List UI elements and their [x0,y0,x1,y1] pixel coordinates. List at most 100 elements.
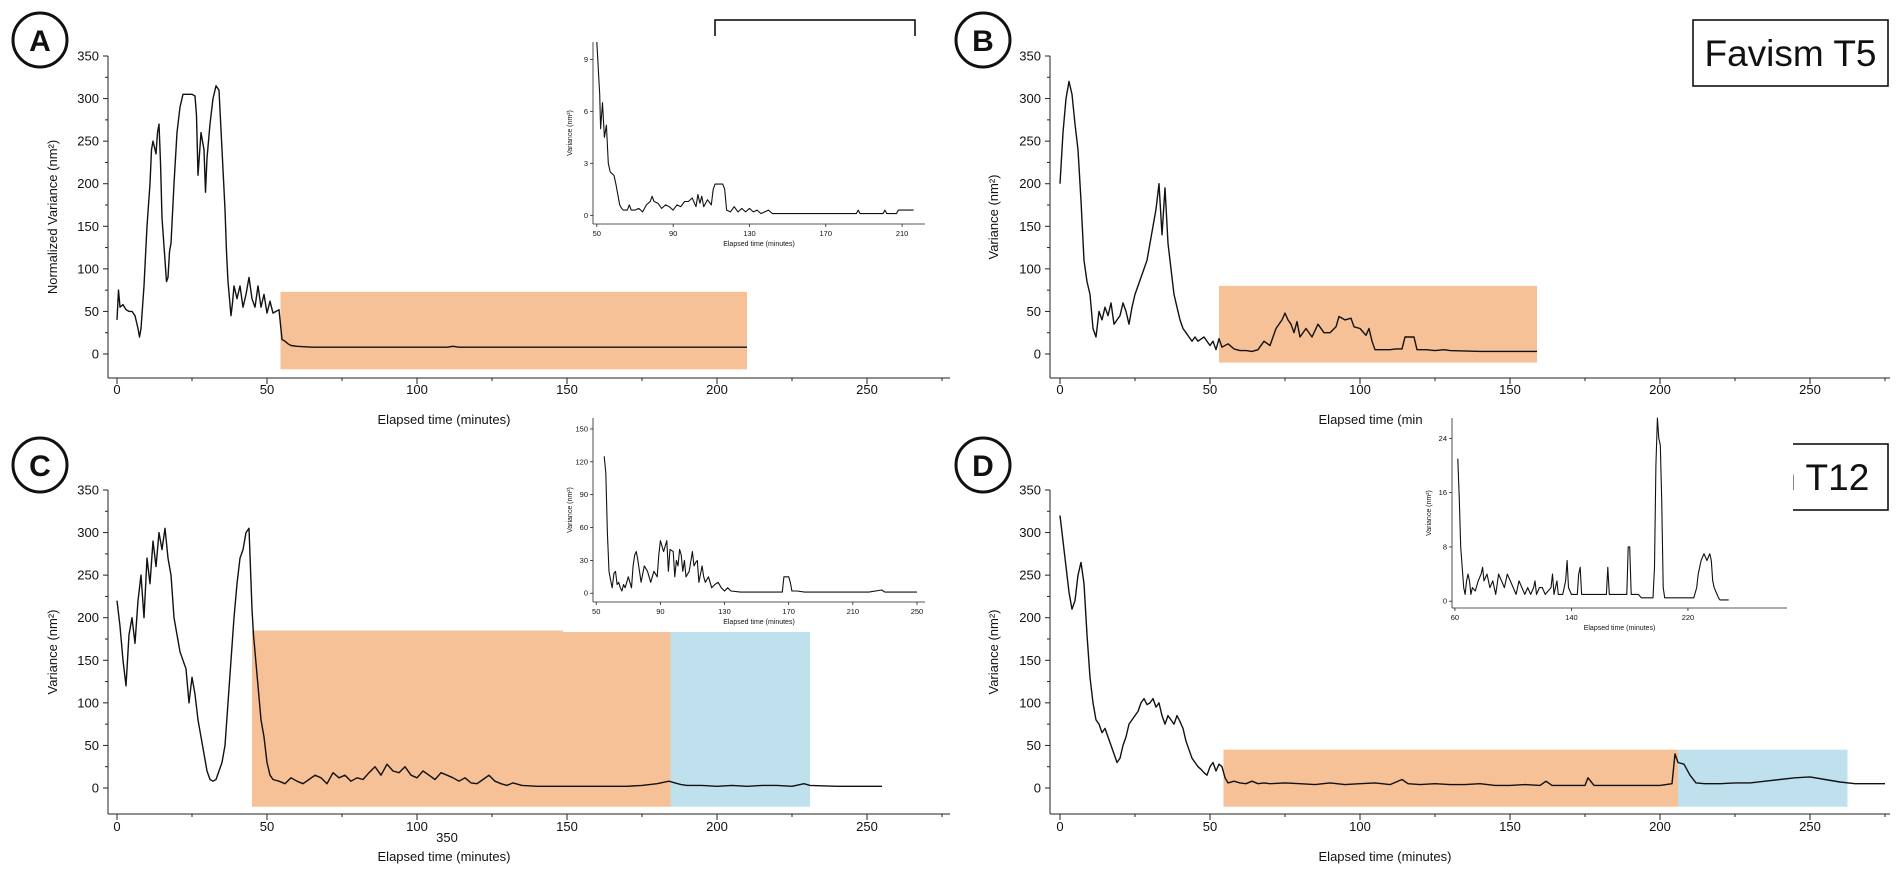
y-tick-label: 200 [1019,610,1041,625]
y-tick-label: 150 [1019,653,1041,668]
y-tick-label: 300 [77,525,99,540]
inset-y-tick-label: 0 [584,589,588,598]
y-axis-label: Normalized Variance (nm²) [45,140,60,294]
inset-y-tick-label: 150 [575,424,588,433]
inset-x-tick-label: 90 [669,229,677,238]
x-tick-label: 250 [856,819,878,834]
x-tick-label: 150 [556,819,578,834]
inset-chart: 0 30 60 90 120 150 50 90 130 170 210 250 Elapsed tim… [563,412,931,632]
y-axis-label: Variance (nm²) [986,609,1001,694]
y-tick-label: 350 [1019,49,1041,64]
inset-x-axis-label: Elapsed time (minutes) [723,241,795,248]
y-tick-label: 200 [77,176,99,191]
inset-y-axis-label: Variance (nm²) [567,110,574,156]
y-tick-label: 50 [85,738,99,753]
y-tick-label: 100 [77,695,99,710]
inset-x-axis-label: Elapsed time (minutes) [1584,625,1656,632]
inset-y-axis-label: Variance (nm²) [567,487,574,533]
inset-y-tick-label: 24 [1439,434,1447,443]
inset-x-tick-label: 170 [782,607,795,616]
inset-background [1422,412,1793,638]
x-tick-label: 200 [1649,819,1671,834]
shaded-region-1 [252,630,671,807]
y-tick-label: 150 [1019,219,1041,234]
inset-x-tick-label: 130 [743,229,756,238]
y-tick-label: 300 [1019,525,1041,540]
series-line [116,527,882,787]
inset-y-tick-label: 0 [584,211,588,220]
x-tick-label: 0 [1056,382,1063,397]
inset-y-tick-label: 8 [1443,542,1447,551]
y-tick-label: 250 [77,568,99,583]
inset-background [563,36,931,254]
inset-x-tick-label: 60 [1451,613,1459,622]
inset-y-tick-label: 60 [580,523,588,532]
y-tick-label: 350 [1019,483,1041,498]
x-tick-label: 100 [1349,382,1371,397]
series-line [1059,80,1537,353]
x-tick-label: 200 [706,819,728,834]
x-tick-label: 50 [260,382,274,397]
panel-letter-circle [954,11,1012,69]
inset-x-tick-label: 50 [592,607,600,616]
inset-series-line [596,41,914,215]
y-tick-label: 150 [77,653,99,668]
inset-x-tick-label: 170 [820,229,833,238]
y-tick-label: 50 [85,304,99,319]
x-tick-label: 0 [113,819,120,834]
shaded-region-1 [1223,749,1678,807]
inset-x-tick-label: 130 [718,607,731,616]
x-tick-label: 50 [1203,819,1217,834]
y-tick-label: 200 [77,610,99,625]
inset-y-tick-label: 120 [575,457,588,466]
panel-d: 0 50 100 150 200 250 300 350 0 50 100 150 200 250 Elap… [954,412,1890,864]
panel-letter-circle [954,436,1012,494]
inset-series-line [603,456,917,593]
inset-x-tick-label: 140 [1565,613,1578,622]
inset-y-tick-label: 30 [580,556,588,565]
x-tick-label: 200 [706,382,728,397]
inset-series-line [1457,417,1729,601]
y-tick-label: 100 [1019,261,1041,276]
title-box [1692,19,1889,87]
x-axis-label: Elapsed time (minutes) [1319,412,1452,427]
panel-letter: D [972,450,994,483]
inset-chart: 0 8 16 24 60 140 220 Elapsed time (minutes) Vari… [1422,412,1793,638]
x-tick-label: 250 [856,382,878,397]
inset-chart: 0 3 6 9 50 90 130 170 210 Elapsed time (minutes) V… [563,36,931,254]
y-tick-label: 100 [1019,695,1041,710]
series-line [116,85,747,348]
x-tick-label: 150 [1499,382,1521,397]
x-axis-label: Elapsed time (minutes) [378,849,511,864]
inset-y-tick-label: 3 [584,159,588,168]
inset-y-tick-label: 90 [580,490,588,499]
x-tick-label: 0 [1056,819,1063,834]
inset-y-axis-label: Variance (nm²) [1426,490,1433,536]
panel-letter-circle [11,436,69,494]
y-tick-label: 350 [77,49,99,64]
y-axis-label: Variance (nm²) [986,174,1001,259]
inset-y-tick-label: 6 [584,107,588,116]
y-tick-label: 50 [1027,304,1041,319]
y-tick-label: 0 [1034,347,1041,362]
y-tick-label: 200 [1019,176,1041,191]
inset-background [563,412,931,632]
x-tick-label: 150 [1499,819,1521,834]
inset-x-tick-label: 50 [593,229,601,238]
shaded-region-1 [280,291,747,370]
y-tick-label: 350 [77,483,99,498]
y-tick-label: 0 [1034,781,1041,796]
inset-x-tick-label: 90 [656,607,664,616]
y-tick-label: 50 [1027,738,1041,753]
x-tick-label: 100 [406,382,428,397]
x-tick-label: 0 [113,382,120,397]
inset-x-axis-label: Elapsed time (minutes) [723,619,795,626]
y-tick-label: 150 [77,219,99,234]
shaded-region-2 [1678,749,1848,807]
x-axis-label: Elapsed time (minutes) [1319,849,1452,864]
inset-y-tick-label: 9 [584,55,588,64]
x-tick-label: 200 [1649,382,1671,397]
